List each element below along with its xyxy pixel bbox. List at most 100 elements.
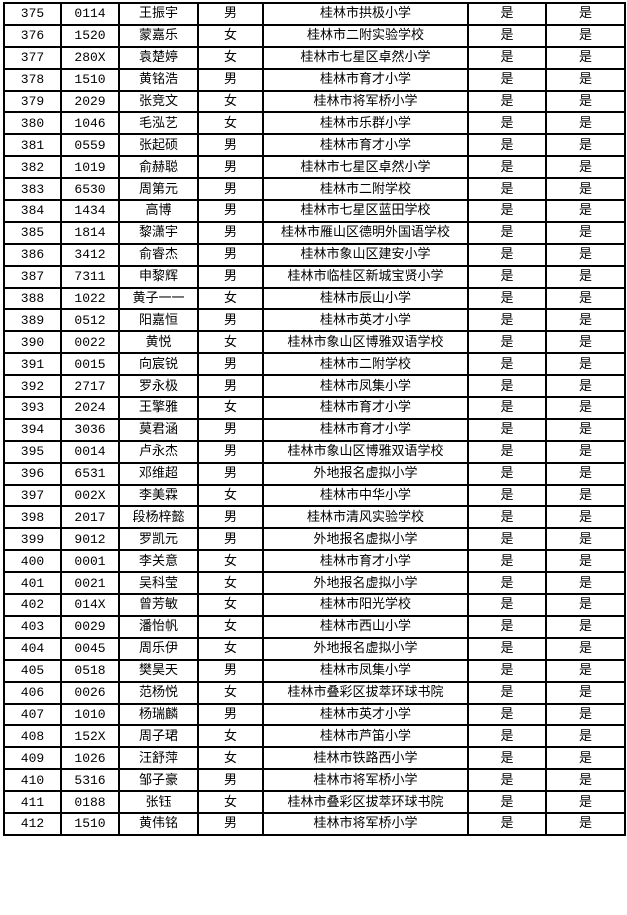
id-suffix-cell: 7311 <box>60 264 120 289</box>
qualified-1-cell: 是 <box>467 2 547 26</box>
qualified-2-cell: 是 <box>545 177 626 202</box>
student-name-cell: 邹子豪 <box>118 768 199 793</box>
school-cell: 桂林市清风实验学校 <box>262 505 469 530</box>
school-cell: 桂林市西山小学 <box>262 614 469 639</box>
student-name-cell: 王振宇 <box>118 2 199 26</box>
school-cell: 桂林市育才小学 <box>262 549 469 574</box>
qualified-1-cell: 是 <box>467 67 547 92</box>
qualified-2-cell: 是 <box>545 680 626 705</box>
row-number-cell: 384 <box>3 199 62 223</box>
qualified-2-cell: 是 <box>545 439 626 464</box>
id-suffix-cell: 2717 <box>60 374 120 399</box>
table-row: 387 7311 申黎辉男桂林市临桂区新城宝贤小学是是 <box>3 264 626 289</box>
table-row: 411 0188 张钰女桂林市叠彩区拔萃环球书院是是 <box>3 790 626 814</box>
school-cell: 桂林市英才小学 <box>262 308 469 333</box>
gender-cell: 女 <box>197 790 264 814</box>
id-suffix-cell: 1019 <box>60 155 120 180</box>
student-name-cell: 黎潇宇 <box>118 220 199 245</box>
id-suffix-cell: 002X <box>60 483 120 508</box>
student-name-cell: 俞赫聪 <box>118 155 199 180</box>
school-cell: 桂林市二附学校 <box>262 352 469 377</box>
table-row: 378 1510 黄铭浩男桂林市育才小学是是 <box>3 67 626 92</box>
student-name-cell: 黄子一一 <box>118 286 199 311</box>
gender-cell: 女 <box>197 286 264 311</box>
gender-cell: 男 <box>197 352 264 377</box>
qualified-2-cell: 是 <box>545 658 626 683</box>
school-cell: 桂林市乐群小学 <box>262 111 469 136</box>
qualified-1-cell: 是 <box>467 23 547 48</box>
student-name-cell: 俞睿杰 <box>118 242 199 267</box>
row-number-cell: 407 <box>3 702 62 727</box>
row-number-cell: 377 <box>3 45 62 70</box>
id-suffix-cell: 1022 <box>60 286 120 311</box>
row-number-cell: 379 <box>3 89 62 114</box>
id-suffix-cell: 1510 <box>60 811 120 836</box>
student-name-cell: 黄悦 <box>118 330 199 355</box>
row-number-cell: 412 <box>3 811 62 836</box>
qualified-2-cell: 是 <box>545 199 626 223</box>
table-row: 397 002X 李美霖女桂林市中华小学是是 <box>3 483 626 508</box>
row-number-cell: 408 <box>3 724 62 749</box>
qualified-1-cell: 是 <box>467 264 547 289</box>
school-cell: 桂林市阳光学校 <box>262 593 469 617</box>
qualified-1-cell: 是 <box>467 199 547 223</box>
table-row: 394 3036 莫君涵男桂林市育才小学是是 <box>3 417 626 442</box>
id-suffix-cell: 014X <box>60 593 120 617</box>
qualified-1-cell: 是 <box>467 505 547 530</box>
table-row: 396 6531 邓维超男外地报名虚拟小学是是 <box>3 461 626 486</box>
row-number-cell: 385 <box>3 220 62 245</box>
school-cell: 桂林市辰山小学 <box>262 286 469 311</box>
row-number-cell: 375 <box>3 2 62 26</box>
table-row: 386 3412 俞睿杰男桂林市象山区建安小学是是 <box>3 242 626 267</box>
id-suffix-cell: 0022 <box>60 330 120 355</box>
school-cell: 桂林市育才小学 <box>262 417 469 442</box>
gender-cell: 男 <box>197 702 264 727</box>
table-row: 401 0021 吴科莹女外地报名虚拟小学是是 <box>3 571 626 596</box>
gender-cell: 女 <box>197 89 264 114</box>
school-cell: 桂林市英才小学 <box>262 702 469 727</box>
qualified-1-cell: 是 <box>467 220 547 245</box>
gender-cell: 女 <box>197 23 264 48</box>
qualified-2-cell: 是 <box>545 614 626 639</box>
row-number-cell: 391 <box>3 352 62 377</box>
table-row: 412 1510 黄伟铭男桂林市将军桥小学是是 <box>3 811 626 836</box>
qualified-2-cell: 是 <box>545 133 626 158</box>
row-number-cell: 398 <box>3 505 62 530</box>
student-list-table: 375 0114 王振宇男桂林市拱极小学是是 376 1520 蒙嘉乐女桂林市二附实验学校… <box>3 2 626 836</box>
school-cell: 桂林市七星区卓然小学 <box>262 155 469 180</box>
qualified-1-cell: 是 <box>467 330 547 355</box>
qualified-2-cell: 是 <box>545 702 626 727</box>
table-row: 383 6530 周第元男桂林市二附学校是是 <box>3 177 626 202</box>
id-suffix-cell: 280X <box>60 45 120 70</box>
id-suffix-cell: 0518 <box>60 658 120 683</box>
id-suffix-cell: 152X <box>60 724 120 749</box>
school-cell: 桂林市雁山区德明外国语学校 <box>262 220 469 245</box>
gender-cell: 男 <box>197 811 264 836</box>
qualified-1-cell: 是 <box>467 790 547 814</box>
student-name-cell: 蒙嘉乐 <box>118 23 199 48</box>
row-number-cell: 380 <box>3 111 62 136</box>
row-number-cell: 410 <box>3 768 62 793</box>
table-row: 402 014X 曾芳敏女桂林市阳光学校是是 <box>3 593 626 617</box>
row-number-cell: 403 <box>3 614 62 639</box>
table-row: 384 1434 高博男桂林市七星区蓝田学校是是 <box>3 199 626 223</box>
row-number-cell: 394 <box>3 417 62 442</box>
gender-cell: 男 <box>197 527 264 552</box>
student-name-cell: 黄铭浩 <box>118 67 199 92</box>
qualified-1-cell: 是 <box>467 483 547 508</box>
qualified-1-cell: 是 <box>467 177 547 202</box>
gender-cell: 女 <box>197 549 264 574</box>
school-cell: 桂林市象山区博雅双语学校 <box>262 439 469 464</box>
gender-cell: 男 <box>197 374 264 399</box>
row-number-cell: 409 <box>3 746 62 771</box>
gender-cell: 男 <box>197 417 264 442</box>
qualified-2-cell: 是 <box>545 23 626 48</box>
table-row: 375 0114 王振宇男桂林市拱极小学是是 <box>3 2 626 26</box>
table-row: 381 0559 张起硕男桂林市育才小学是是 <box>3 133 626 158</box>
gender-cell: 女 <box>197 636 264 661</box>
qualified-1-cell: 是 <box>467 352 547 377</box>
qualified-2-cell: 是 <box>545 417 626 442</box>
student-name-cell: 汪舒萍 <box>118 746 199 771</box>
qualified-2-cell: 是 <box>545 461 626 486</box>
student-name-cell: 杨瑞麟 <box>118 702 199 727</box>
